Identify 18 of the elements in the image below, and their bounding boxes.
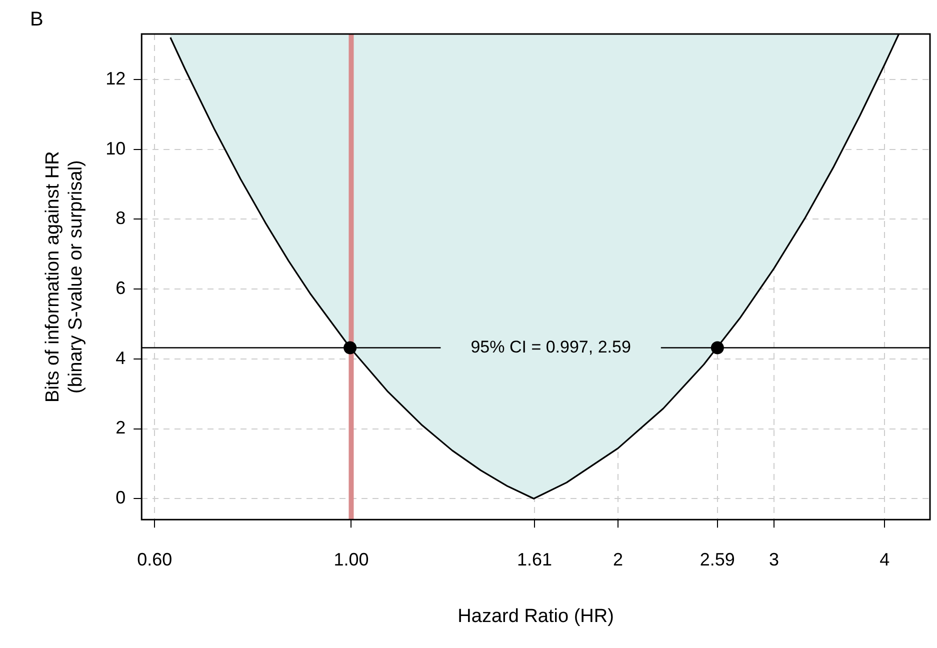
x-tick-label: 0.60 [137, 549, 172, 570]
annotation: 95% CI = 0.997, 2.59 [470, 337, 631, 356]
x-axis-title: Hazard Ratio (HR) [458, 606, 614, 627]
x-tick-label: 1.61 [516, 549, 552, 570]
x-tick-label: 2.59 [700, 549, 735, 570]
y-tick-label: 8 [116, 208, 126, 228]
y-tick-label: 10 [106, 138, 126, 158]
x-tick-label: 1.00 [334, 549, 369, 570]
y-tick-label: 0 [116, 488, 126, 508]
y-tick-label: 6 [116, 278, 126, 298]
x-tick-label: 4 [880, 549, 890, 570]
chart-title: B [30, 8, 44, 31]
y-axis-title: Bits of information against HR (binary S-value or surprisal) [42, 151, 86, 402]
x-tick-label: 3 [768, 549, 779, 570]
x-tick-label: 2 [612, 549, 623, 570]
y-tick-label: 2 [116, 418, 126, 438]
y-tick-label: 12 [106, 68, 126, 88]
y-tick-label: 4 [116, 348, 126, 368]
